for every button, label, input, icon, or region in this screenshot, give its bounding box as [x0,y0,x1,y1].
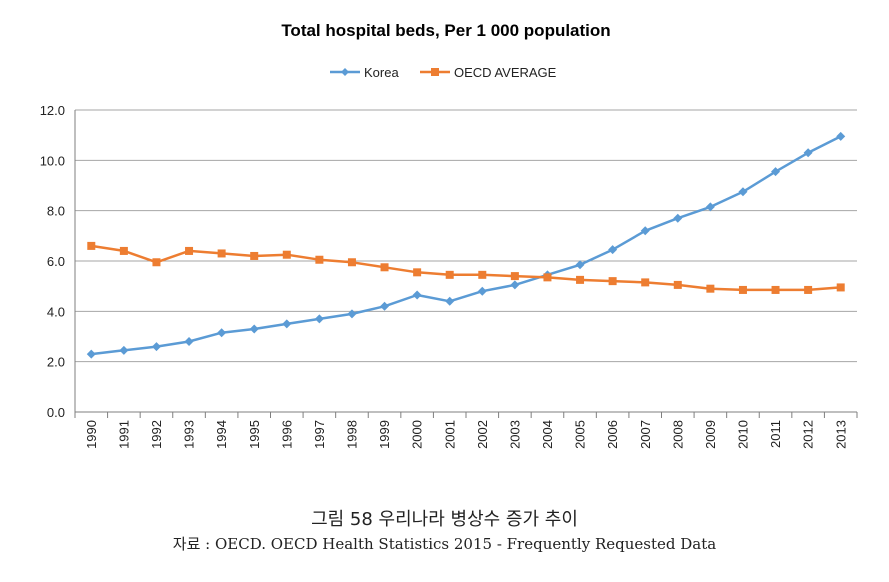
data-point-oecd-average [217,249,226,258]
chart: Total hospital beds, Per 1 000 populatio… [40,21,858,449]
legend: Korea OECD AVERAGE [330,65,557,80]
data-point-korea [477,286,487,296]
x-axis-tick-labels: 1990 1991 1992 1993 1994 1995 1996 1997 1998 1999… [84,420,848,449]
y-tick-label: 0.0 [47,405,65,420]
data-point-oecd-average [445,270,454,279]
data-point-korea [640,226,650,236]
data-point-korea [608,245,618,255]
y-axis-tick-labels: 0.0 2.0 4.0 6.0 8.0 10.0 12.0 [40,103,65,420]
y-tick-label: 4.0 [47,304,65,319]
data-point-oecd-average [87,241,96,250]
data-point-korea [836,131,846,141]
legend-oecd-marker [431,68,439,76]
x-tick-label: 1993 [182,420,197,449]
data-point-korea [282,319,292,329]
legend-item-oecd-average: OECD AVERAGE [420,65,557,80]
data-point-korea [771,167,781,177]
data-point-oecd-average [347,258,356,267]
x-tick-label: 2002 [475,420,490,449]
data-point-korea [673,213,683,223]
y-tick-label: 2.0 [47,355,65,370]
chart-title: Total hospital beds, Per 1 000 populatio… [281,21,610,40]
data-point-korea [803,148,813,158]
data-point-korea [738,187,748,197]
x-tick-label: 1991 [116,420,131,449]
x-tick-label: 2003 [507,420,522,449]
data-point-korea [412,290,422,300]
series-line-korea [91,135,842,356]
data-point-oecd-average [576,275,585,284]
data-point-korea [184,337,194,347]
x-tick-label: 2004 [540,420,555,449]
data-point-oecd-average [771,285,780,294]
data-point-oecd-average [152,258,161,267]
x-tick-label: 2011 [768,420,783,448]
legend-korea-marker [341,68,349,76]
x-tick-label: 1994 [214,420,229,449]
legend-oecd-label: OECD AVERAGE [454,65,557,80]
data-point-oecd-average [706,284,715,293]
x-tick-label: 2000 [410,420,425,449]
data-point-oecd-average [380,263,389,272]
x-tick-label: 2010 [736,420,751,449]
data-point-oecd-average [250,251,259,260]
y-tick-label: 12.0 [40,103,65,118]
data-point-oecd-average [543,273,552,282]
data-point-korea [575,260,585,270]
data-point-korea [705,202,715,212]
y-tick-label: 8.0 [47,204,65,219]
x-tick-label: 1998 [345,420,360,449]
x-tick-label: 2005 [573,420,588,449]
y-tick-label: 6.0 [47,254,65,269]
legend-item-korea: Korea [330,65,399,80]
x-tick-label: 2001 [442,420,457,449]
x-tick-label: 2013 [833,420,848,449]
axes [74,110,858,418]
x-tick-label: 2008 [670,420,685,449]
data-point-oecd-average [608,277,617,286]
data-point-oecd-average [804,285,813,294]
data-point-korea [314,314,324,324]
data-point-oecd-average [738,285,747,294]
x-tick-label: 1997 [312,420,327,449]
data-point-korea [249,324,259,334]
series [86,131,846,359]
series-line-oecd-average [91,244,841,292]
data-point-oecd-average [413,268,422,277]
data-point-korea [347,309,357,319]
data-point-oecd-average [185,246,194,255]
data-point-korea [445,296,455,306]
source-note: 자료 : OECD. OECD Health Statistics 2015 -… [172,535,717,553]
x-tick-label: 1992 [149,420,164,449]
data-point-oecd-average [282,250,291,259]
x-tick-label: 1996 [279,420,294,449]
data-point-oecd-average [673,280,682,289]
data-point-korea [151,342,161,352]
x-tick-label: 2006 [605,420,620,449]
x-tick-label: 1999 [377,420,392,449]
data-point-korea [86,349,96,359]
data-point-korea [119,345,129,355]
x-tick-label: 2009 [703,420,718,449]
data-point-oecd-average [836,283,845,292]
data-point-oecd-average [119,246,128,255]
y-tick-label: 10.0 [40,153,65,168]
x-tick-label: 1995 [247,420,262,449]
data-point-oecd-average [315,255,324,264]
data-point-korea [510,280,520,290]
data-point-korea [217,328,227,338]
x-tick-label: 2007 [638,420,653,449]
x-tick-label: 2012 [801,420,816,449]
data-point-oecd-average [510,272,519,281]
data-point-oecd-average [478,270,487,279]
data-point-oecd-average [641,278,650,287]
figure-caption: 그림 58 우리나라 병상수 증가 추이 [311,509,578,530]
gridlines [75,109,857,363]
data-point-korea [380,301,390,311]
x-tick-label: 1990 [84,420,99,449]
legend-korea-label: Korea [364,65,399,80]
